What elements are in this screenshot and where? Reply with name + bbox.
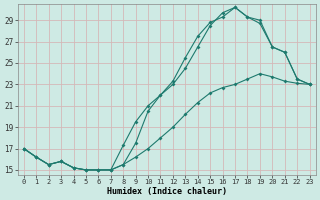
X-axis label: Humidex (Indice chaleur): Humidex (Indice chaleur): [107, 187, 227, 196]
